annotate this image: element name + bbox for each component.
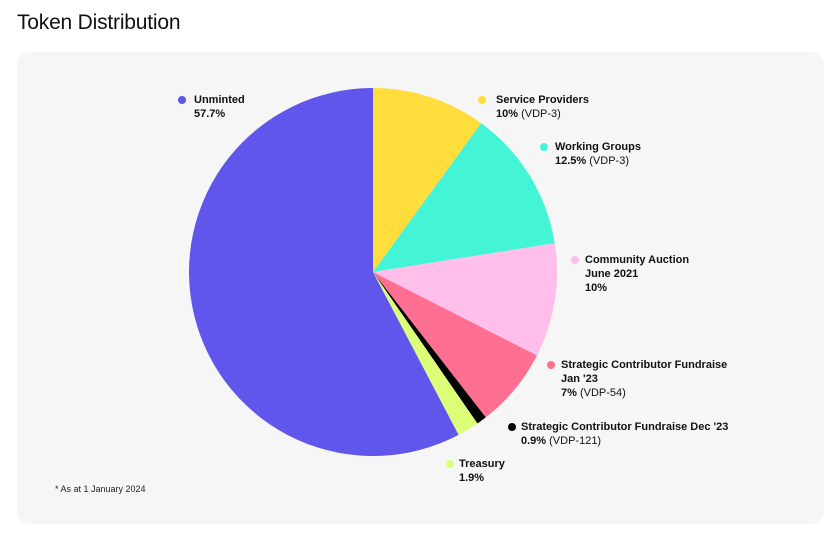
legend-swatch bbox=[571, 256, 579, 264]
legend-value: 10% (VDP-3) bbox=[496, 108, 561, 120]
legend-label: Community Auction June 2021 bbox=[585, 254, 690, 280]
legend-swatch bbox=[478, 96, 486, 104]
legend-swatch bbox=[446, 460, 454, 468]
footnote: * As at 1 January 2024 bbox=[55, 484, 146, 494]
legend-value: 12.5% (VDP-3) bbox=[555, 155, 629, 167]
legend-value: 0.9% (VDP-121) bbox=[521, 435, 602, 447]
legend-value: 7% (VDP-54) bbox=[561, 387, 626, 399]
legend-value: 57.7% bbox=[194, 108, 226, 120]
pie-slice-unminted bbox=[189, 88, 459, 456]
legend-swatch bbox=[508, 423, 516, 431]
legend-swatch bbox=[547, 361, 555, 369]
pie-slice-service-providers bbox=[373, 88, 482, 272]
legend-item-strategic-contributor-fundraise-jan-23: Strategic Contributor Fundraise Jan '23 7… bbox=[547, 358, 728, 400]
legend-item-strategic-contributor-fundraise-dec-23: Strategic Contributor Fundraise Dec '23 0… bbox=[508, 420, 729, 448]
legend-swatch bbox=[540, 143, 548, 151]
legend-item-unminted: Unminted 57.7% bbox=[178, 93, 245, 121]
pie-slice-community-auction-june-2021 bbox=[373, 243, 557, 356]
legend-label: Service Providers bbox=[496, 94, 589, 106]
legend-label: Working Groups bbox=[555, 141, 641, 153]
pie-slice-strategic-contributor-fundraise-dec-23 bbox=[373, 272, 486, 424]
pie-slice-treasury bbox=[373, 272, 478, 435]
legend-item-treasury: Treasury 1.9% bbox=[446, 457, 505, 485]
legend-label: Unminted bbox=[194, 94, 245, 106]
legend-swatch bbox=[178, 96, 186, 104]
pie-slice-working-groups bbox=[373, 123, 555, 273]
legend-value: 10% bbox=[585, 282, 608, 294]
legend-item-community-auction-june-2021: Community Auction June 2021 10% bbox=[571, 253, 690, 295]
legend-label: Treasury bbox=[459, 458, 505, 470]
pie-slice-strategic-contributor-fundraise-jan-23 bbox=[373, 272, 537, 418]
legend-label: Strategic Contributor Fundraise Jan '23 bbox=[561, 359, 728, 385]
legend-item-service-providers: Service Providers 10% (VDP-3) bbox=[478, 93, 589, 121]
page-title: Token Distribution bbox=[17, 11, 181, 34]
legend-value: 1.9% bbox=[459, 472, 485, 484]
legend-label: Strategic Contributor Fundraise Dec '23 bbox=[521, 421, 729, 433]
legend-item-working-groups: Working Groups 12.5% (VDP-3) bbox=[540, 140, 641, 168]
